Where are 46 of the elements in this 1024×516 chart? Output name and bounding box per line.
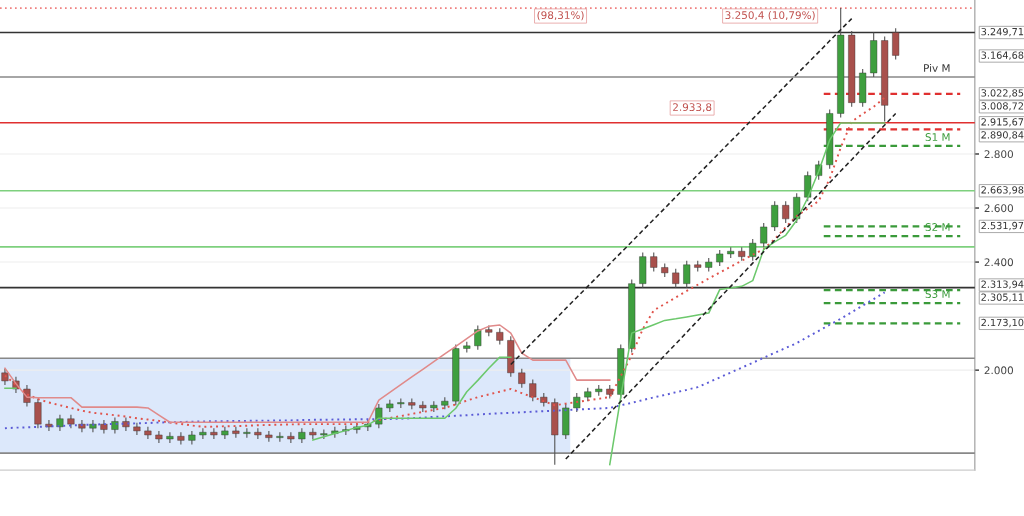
candlestick <box>265 430 273 443</box>
candlestick <box>100 419 108 435</box>
candlestick <box>474 324 482 351</box>
candlestick <box>276 431 284 443</box>
annotation: (98,31%) <box>537 10 584 21</box>
candlestick <box>518 368 526 389</box>
candlestick <box>166 431 174 444</box>
line-series <box>565 112 897 460</box>
candlestick <box>804 170 812 202</box>
y-tick-label: 2.400 <box>984 258 1013 267</box>
candlestick <box>199 427 207 440</box>
ref-line-label: 3.249,71 <box>981 27 1024 37</box>
ref-line-label: 2.890,84 <box>981 131 1024 140</box>
candlestick <box>254 427 262 440</box>
candlestick <box>232 426 240 439</box>
ref-line-label: 2.305,11 <box>981 293 1024 302</box>
ref-line-label: 2.663,98 <box>981 186 1024 195</box>
text: 3.008,72 <box>981 102 1024 111</box>
y-tick-label: 2.000 <box>984 366 1013 375</box>
candlestick <box>210 427 218 440</box>
ref-line-label: 3.022,85 <box>981 89 1024 98</box>
candlestick <box>177 431 185 445</box>
text: 2.313,94 <box>981 280 1024 289</box>
y-tick-label: 2.800 <box>984 150 1013 159</box>
ref-line-label: 2.531,97 <box>981 221 1024 231</box>
line-series <box>3 291 886 430</box>
text: 3.164,68 <box>981 51 1024 60</box>
ref-line-label: 2.173,10 <box>981 318 1024 328</box>
candlestick <box>122 416 130 432</box>
candlestick <box>782 200 790 224</box>
candlestick <box>650 252 658 273</box>
candlestick <box>760 222 768 248</box>
text: S1 M <box>925 133 950 141</box>
line-series <box>3 96 886 428</box>
candlestick <box>749 238 757 262</box>
ref-line-label: 2.915,67 <box>981 118 1024 127</box>
candlestick <box>529 379 537 402</box>
text: Piv M <box>924 63 950 72</box>
annotation: 3.250,4 (10,79%) <box>725 10 815 21</box>
candlestick <box>243 427 251 439</box>
y-tick-label: 2.600 <box>984 204 1013 213</box>
candlestick <box>34 397 42 429</box>
annotation: 2.933,8 <box>673 103 712 113</box>
candlestick <box>287 431 295 444</box>
candlestick <box>309 427 317 440</box>
candlestick <box>771 200 779 232</box>
